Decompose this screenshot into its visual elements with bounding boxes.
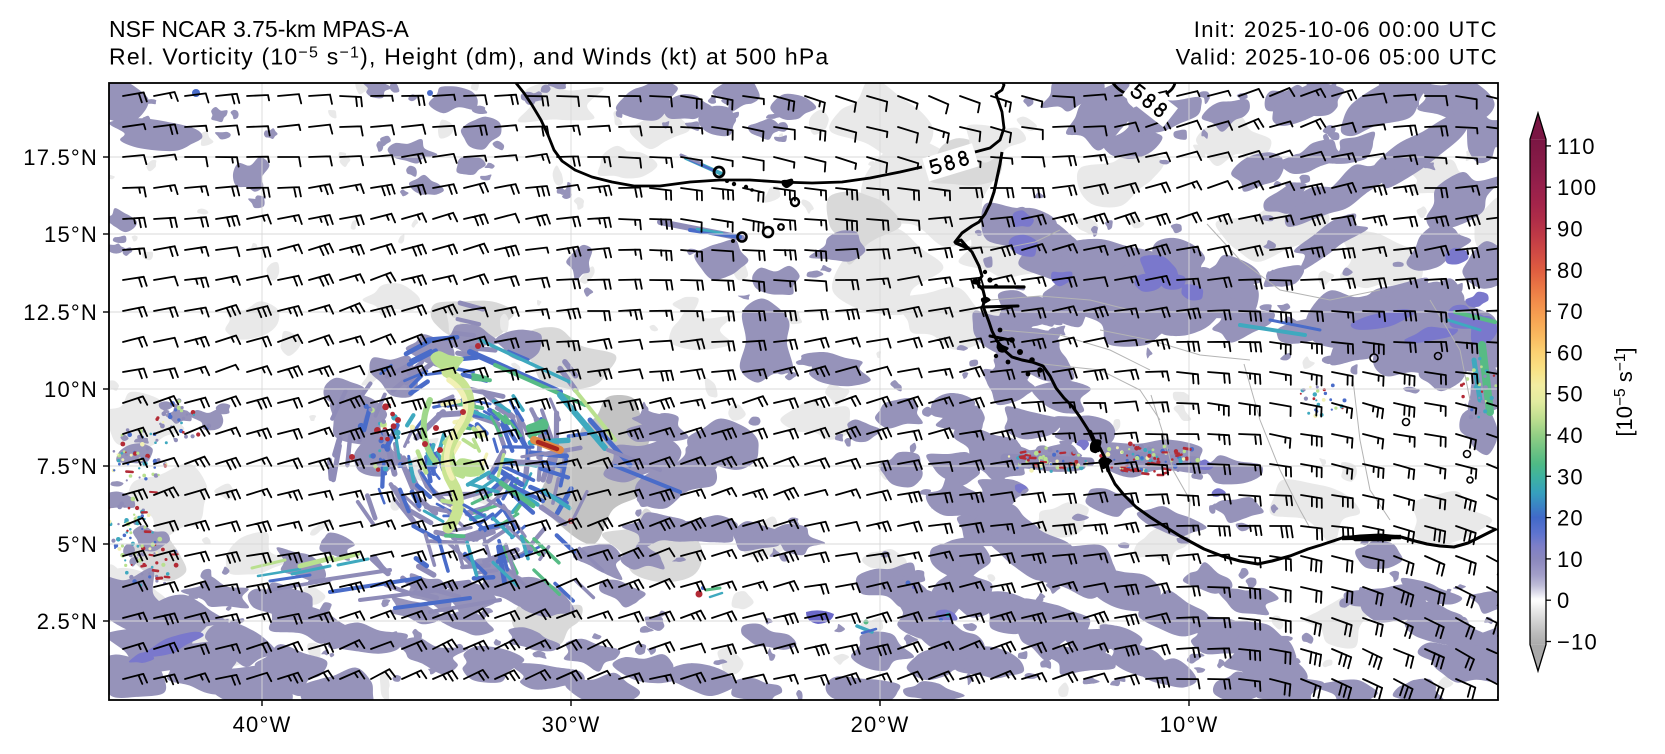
svg-text:70: 70 <box>1557 299 1584 324</box>
svg-text:40: 40 <box>1557 423 1584 448</box>
svg-text:Rel. Vorticity (10−5 s−1), Hei: Rel. Vorticity (10−5 s−1), Height (dm), … <box>109 44 829 70</box>
svg-text:110: 110 <box>1557 134 1596 159</box>
svg-text:20°W: 20°W <box>851 712 910 737</box>
svg-text:0: 0 <box>1557 588 1570 613</box>
svg-text:10°N: 10°N <box>44 377 98 402</box>
svg-text:Init: 2025-10-06 00:00 UTC: Init: 2025-10-06 00:00 UTC <box>1194 17 1498 42</box>
svg-text:90: 90 <box>1557 217 1584 242</box>
svg-text:30°W: 30°W <box>542 712 601 737</box>
svg-text:NSF NCAR 3.75-km MPAS-A: NSF NCAR 3.75-km MPAS-A <box>109 16 410 42</box>
svg-text:10°W: 10°W <box>1160 712 1219 737</box>
svg-text:30: 30 <box>1557 464 1584 489</box>
svg-text:5°N: 5°N <box>57 532 98 557</box>
svg-text:12.5°N: 12.5°N <box>23 300 98 325</box>
svg-text:60: 60 <box>1557 340 1584 365</box>
svg-text:100: 100 <box>1557 175 1597 200</box>
svg-text:20: 20 <box>1557 506 1584 531</box>
svg-text:−10: −10 <box>1557 630 1598 655</box>
svg-text:40°W: 40°W <box>233 712 292 737</box>
svg-text:7.5°N: 7.5°N <box>37 454 98 479</box>
svg-text:Valid: 2025-10-06 05:00 UTC: Valid: 2025-10-06 05:00 UTC <box>1176 45 1498 70</box>
svg-text:2.5°N: 2.5°N <box>37 609 98 634</box>
svg-text:17.5°N: 17.5°N <box>23 145 98 170</box>
svg-text:50: 50 <box>1557 382 1584 407</box>
svg-text:10: 10 <box>1557 547 1584 572</box>
svg-text:80: 80 <box>1557 258 1584 283</box>
svg-text:15°N: 15°N <box>44 222 98 247</box>
